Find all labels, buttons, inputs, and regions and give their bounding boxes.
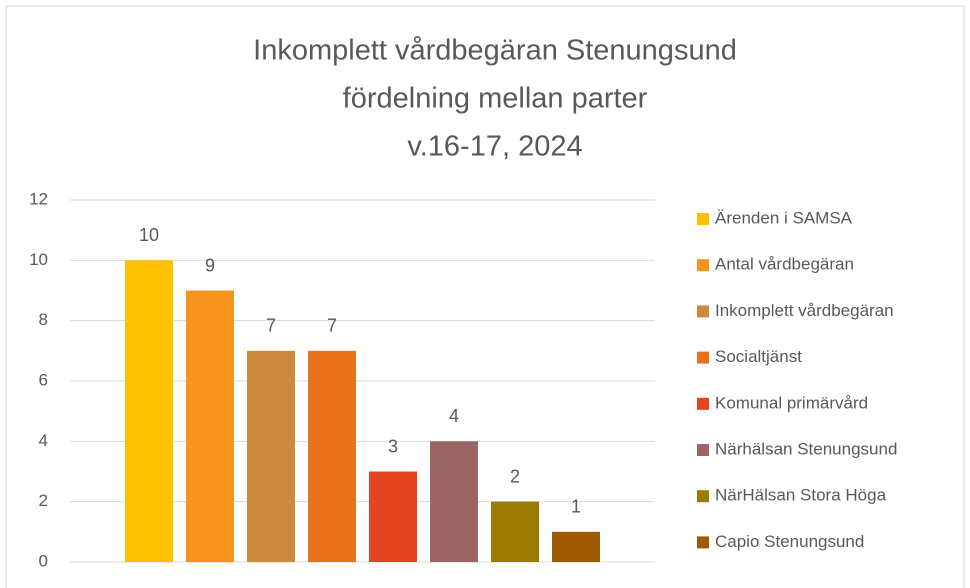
data-label: 9	[205, 255, 215, 275]
legend-swatch	[697, 536, 709, 549]
chart-title: fördelning mellan parter	[343, 83, 648, 115]
y-tick-label: 8	[39, 310, 48, 329]
bar	[308, 350, 356, 562]
legend-label: Socialtjänst	[715, 347, 802, 366]
data-label: 3	[388, 436, 398, 456]
bar	[125, 260, 173, 562]
legend-label: Inkomplett vårdbegäran	[715, 301, 894, 320]
chart-title: Inkomplett vårdbegäran Stenungsund	[253, 35, 737, 67]
legend-swatch	[697, 213, 709, 225]
y-tick-label: 10	[29, 250, 48, 269]
y-tick-label: 2	[39, 491, 48, 510]
y-tick-label: 6	[39, 370, 48, 389]
bar	[369, 471, 417, 562]
data-label: 2	[510, 466, 520, 486]
legend-label: Capio Stenungsund	[715, 532, 864, 551]
bar	[491, 501, 539, 562]
y-tick-label: 4	[39, 431, 48, 450]
bar	[552, 531, 600, 562]
legend-label: Antal vårdbegäran	[715, 255, 854, 274]
data-label: 7	[327, 316, 337, 336]
chart-title: v.16-17, 2024	[407, 131, 582, 163]
bar	[430, 441, 478, 562]
legend-swatch	[697, 397, 709, 410]
legend-swatch	[697, 490, 709, 503]
bar	[247, 350, 295, 562]
legend-label: NärHälsan Stora Höga	[715, 486, 887, 505]
legend-swatch	[697, 259, 709, 272]
legend-label: Närhälsan Stenungsund	[715, 439, 897, 458]
legend-label: Komunal primärvård	[715, 393, 868, 412]
legend-swatch	[697, 444, 709, 456]
data-label: 1	[571, 497, 581, 517]
legend-swatch	[697, 351, 709, 364]
legend-swatch	[697, 305, 709, 318]
data-label: 10	[139, 225, 159, 245]
data-label: 4	[449, 406, 459, 426]
bar	[186, 290, 234, 562]
y-tick-label: 0	[39, 551, 48, 570]
data-label: 7	[266, 316, 276, 336]
y-tick-label: 12	[29, 189, 48, 208]
legend-label: Ärenden i SAMSA	[715, 208, 853, 227]
